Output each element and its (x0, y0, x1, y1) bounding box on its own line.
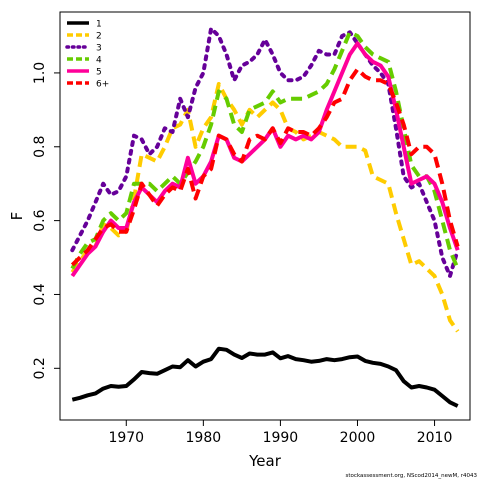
series-line-1 (71, 346, 459, 408)
series-line-3 (70, 26, 460, 278)
legend-label: 5 (96, 68, 102, 78)
plot-frame (59, 11, 471, 421)
x-tick-label: 1990 (263, 430, 299, 446)
x-axis: 1970 1980 1990 2000 2010 (108, 420, 452, 446)
footer-note: stockassessment.org, NScod2014_newM, r40… (346, 473, 478, 479)
y-tick-label: 0.2 (32, 357, 48, 379)
y-tick-label: 0.4 (32, 283, 48, 305)
x-tick-label: 2010 (417, 430, 453, 446)
legend-label: 1 (96, 20, 102, 30)
y-axis-title: F (8, 212, 26, 221)
y-tick-label: 1.0 (32, 62, 48, 84)
x-tick-label: 1970 (108, 430, 144, 446)
x-tick-label: 1980 (186, 430, 222, 446)
y-axis: 0.2 0.4 0.6 0.8 1.0 (32, 62, 60, 379)
series-line-6plus (70, 67, 460, 267)
x-axis-title: Year (248, 452, 282, 470)
x-tick-label: 2000 (340, 430, 376, 446)
series-line-2 (70, 82, 460, 333)
series-line-4 (70, 30, 460, 270)
y-tick-label: 0.6 (32, 209, 48, 231)
legend-label: 3 (96, 44, 102, 54)
legend: 1 2 3 4 5 6+ (65, 20, 109, 90)
legend-label: 4 (96, 56, 102, 66)
legend-label: 2 (96, 32, 102, 42)
series-group (70, 26, 460, 408)
y-tick-label: 0.8 (32, 136, 48, 158)
legend-label: 6+ (96, 80, 109, 90)
